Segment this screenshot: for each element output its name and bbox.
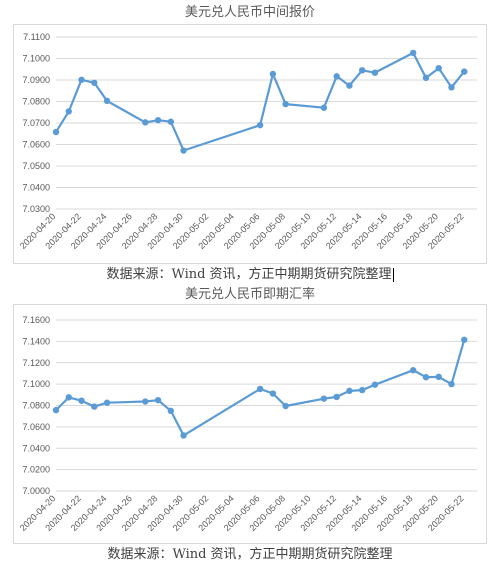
chart2-data-point — [282, 402, 289, 410]
chart1-data-point — [103, 97, 111, 105]
chart1-y-tick-label: 7.0600 — [22, 140, 50, 150]
chart1-y-tick-label: 7.0700 — [22, 118, 50, 128]
chart2-data-point — [167, 407, 175, 415]
chart1-y-tick-label: 7.0500 — [22, 161, 50, 171]
chart2-data-point — [320, 395, 328, 402]
chart2-data-point — [269, 390, 277, 397]
chart1-data-point — [346, 82, 353, 89]
chart1-y-tick-label: 7.0900 — [22, 75, 50, 85]
chart2-source: 数据来源：Wind 资讯，方正中期期货研究院整理 — [0, 547, 500, 563]
chart1-data-point — [358, 67, 366, 74]
chart2-series-line — [55, 339, 466, 437]
chart2-data-point — [435, 373, 442, 381]
chart1-data-point — [78, 76, 85, 83]
chart2-y-tick-label: 7.1600 — [22, 315, 50, 325]
chart2-y-tick-label: 7.0200 — [22, 465, 50, 475]
chart2-data-point — [410, 367, 417, 374]
chart1-source-text: 数据来源：Wind 资讯，方正中期期货研究院整理 — [106, 267, 392, 282]
chart2-data-point — [52, 406, 60, 414]
chart2-data-point — [256, 385, 264, 393]
chart2-data-point — [461, 336, 468, 343]
text-cursor-icon — [392, 267, 394, 282]
chart2-data-point — [333, 393, 340, 401]
chart1-data-point — [142, 119, 149, 126]
chart2-data-point — [448, 380, 455, 388]
chart2-source-text: 数据来源：Wind 资讯，方正中期期货研究院整理 — [107, 547, 393, 562]
chart1-data-point — [180, 147, 187, 154]
chart1-y-tick-label: 7.1000 — [22, 54, 50, 64]
chart1-data-point — [65, 108, 72, 115]
chart1-y-tick-label: 7.0800 — [22, 97, 50, 107]
chart2-data-point — [103, 399, 111, 406]
chart2-data-point — [180, 432, 187, 439]
chart1-data-point — [91, 79, 98, 86]
chart1-data-point — [269, 70, 277, 78]
chart1-title: 美元兑人民币中间报价 — [184, 5, 315, 20]
chart1-data-point — [461, 68, 468, 75]
chart1-data-point — [371, 69, 379, 76]
chart1-y-tick-label: 7.1100 — [23, 32, 50, 42]
chart1-data-point — [256, 121, 264, 129]
chart2-y-tick-label: 7.0800 — [22, 401, 50, 411]
chart1-data-point — [52, 128, 60, 136]
chart2-y-tick-label: 7.0400 — [22, 443, 50, 453]
chart1-data-point — [333, 73, 340, 80]
chart2-data-point — [142, 398, 149, 405]
chart1-source: 数据来源：Wind 资讯，方正中期期货研究院整理 — [0, 267, 500, 283]
chart2-title: 美元兑人民币即期汇率 — [184, 287, 315, 302]
chart1-data-point — [410, 49, 417, 57]
chart1-data-point — [282, 100, 289, 108]
chart1-y-tick-label: 7.0400 — [22, 183, 50, 193]
chart2-data-point — [65, 394, 72, 401]
chart2-data-point — [78, 397, 85, 404]
chart1-data-point — [448, 84, 455, 91]
chart2-data-point — [346, 387, 353, 395]
chart1-y-tick-label: 7.0300 — [22, 204, 50, 214]
chart1-frame — [13, 24, 487, 264]
chart2-y-tick-label: 7.0000 — [22, 486, 50, 496]
chart2-frame — [13, 304, 487, 544]
chart2-data-point — [91, 403, 98, 410]
chart2-y-tick-label: 7.1000 — [22, 379, 50, 389]
chart1-data-point — [422, 74, 430, 82]
chart2-y-tick-label: 7.1200 — [22, 358, 50, 368]
chart1-data-point — [167, 118, 175, 125]
chart2-y-tick-label: 7.1400 — [22, 336, 50, 346]
chart2-data-point — [422, 373, 430, 381]
chart2-data-point — [371, 381, 379, 388]
chart1-data-point — [435, 64, 442, 72]
chart2-y-tick-label: 7.0600 — [22, 422, 50, 432]
chart1-series-line — [55, 51, 466, 152]
chart2-data-point — [154, 396, 162, 404]
chart1-data-point — [320, 104, 328, 111]
chart2-data-point — [358, 386, 366, 394]
chart1-data-point — [154, 117, 162, 124]
